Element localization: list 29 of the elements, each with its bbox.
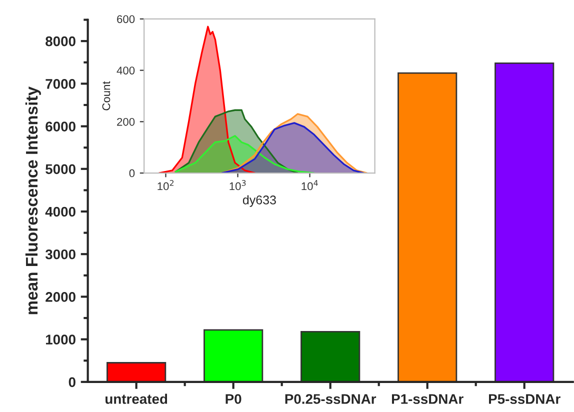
bar (494, 62, 554, 382)
y-tick-label: 3000 (45, 249, 76, 260)
y-tick-label: 0 (129, 169, 135, 178)
x-tick-label: 10$^{3}$ (230, 180, 246, 190)
y-tick-label: 200 (117, 118, 135, 126)
bar (398, 72, 458, 382)
x-tick-label: 10$^{4}$ (302, 180, 318, 190)
y-tick-label: 5000 (46, 164, 76, 174)
x-tick-label: 10$^{2}$ (158, 180, 174, 190)
x-tick-label: P0.25-ssDNAr (285, 394, 376, 404)
x-tick-label: untreated (106, 394, 168, 404)
y-tick-label: 8000 (46, 36, 76, 46)
y-tick-label: 6000 (46, 122, 76, 132)
y-axis-title: Count (102, 81, 110, 110)
bar (106, 362, 166, 382)
bar (300, 330, 360, 382)
y-tick-label: 4000 (45, 206, 76, 217)
y-tick-label: 7000 (46, 79, 76, 89)
y-tick-label: 1000 (46, 334, 76, 344)
y-tick-label: 600 (117, 15, 135, 24)
x-tick-label: P0 (226, 394, 242, 404)
y-tick-label: 0 (68, 377, 76, 388)
bar (204, 329, 264, 382)
y-axis-title: mean Fluorescence Intensity (25, 86, 41, 314)
x-axis-title: dy633 (242, 195, 276, 207)
x-tick-label: P5-ssDNAr (489, 394, 560, 404)
x-tick-label: P1-ssDNAr (392, 394, 464, 404)
y-tick-label: 400 (116, 66, 135, 74)
y-tick-label: 2000 (46, 292, 76, 302)
